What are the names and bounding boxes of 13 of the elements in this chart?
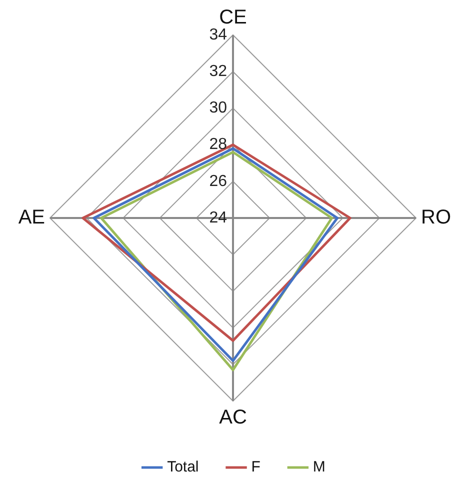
y-tick-label: 26 <box>209 172 228 190</box>
spoke-label: AC <box>219 406 247 429</box>
spoke-label: AE <box>18 206 45 229</box>
y-tick-label: 32 <box>209 63 228 80</box>
spoke-label: CE <box>219 6 247 29</box>
legend-label: F <box>251 458 260 476</box>
legend-label: Total <box>167 458 199 476</box>
y-tick-label: 30 <box>209 100 228 117</box>
spoke-label: RO <box>421 206 451 229</box>
y-tick-label: 34 <box>209 26 228 44</box>
legend-label: M <box>312 458 326 476</box>
y-tick-label: 24 <box>209 209 228 226</box>
y-tick-label: 28 <box>209 136 228 154</box>
